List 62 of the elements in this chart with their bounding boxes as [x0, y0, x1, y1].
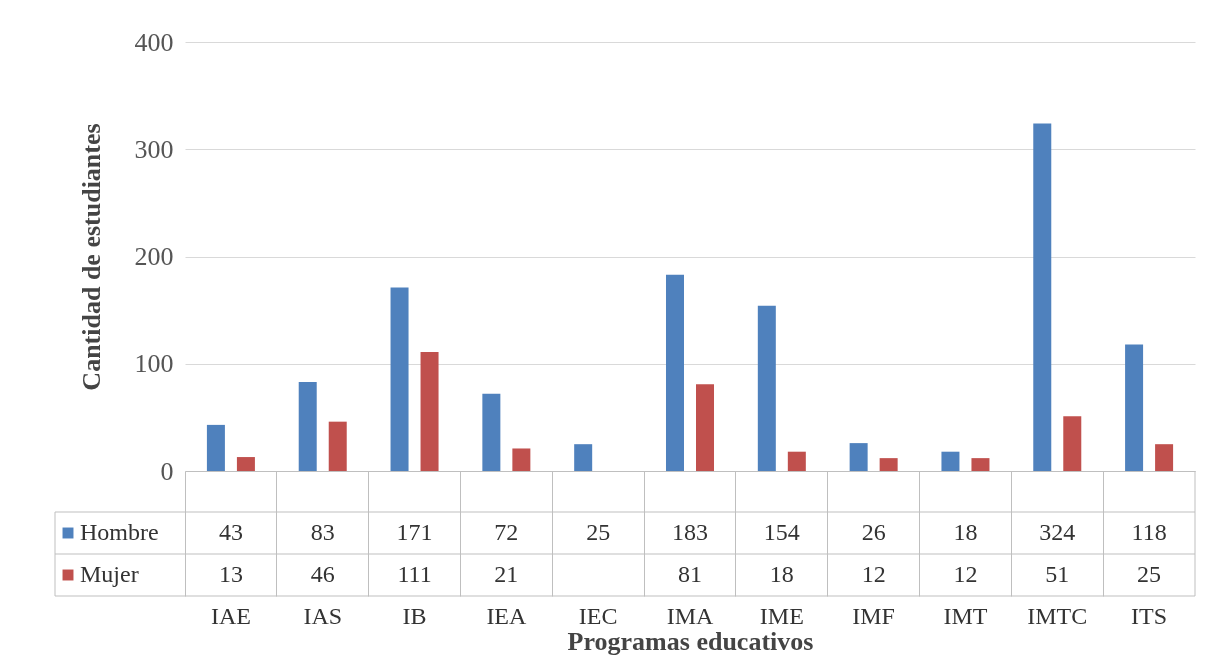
y-tick-label: 0 — [160, 456, 174, 486]
x-tick-label: ITS — [1131, 602, 1168, 629]
legend-label: Mujer — [80, 561, 139, 587]
bar — [787, 451, 806, 471]
bar — [298, 381, 317, 471]
data-label: 13 — [218, 561, 243, 587]
data-label: 171 — [396, 519, 433, 545]
x-tick-label: IMTC — [1027, 602, 1088, 629]
bar — [757, 305, 776, 471]
bar — [1033, 123, 1052, 471]
x-tick-label: IAE — [210, 602, 251, 629]
bar — [941, 451, 960, 471]
y-tick-label: 100 — [134, 349, 174, 379]
data-label: 25 — [1137, 561, 1162, 587]
bar — [971, 458, 990, 471]
data-label: 18 — [953, 519, 978, 545]
bar — [206, 424, 225, 471]
bar — [696, 384, 714, 471]
bar — [236, 457, 255, 471]
y-axis-title: Cantidad de estudiantes — [76, 123, 106, 391]
x-tick-label: IME — [759, 602, 804, 629]
data-label: 183 — [672, 519, 708, 545]
data-label: 25 — [586, 519, 611, 545]
y-tick-label: 300 — [134, 134, 174, 164]
bar — [849, 443, 868, 471]
data-label: 118 — [1131, 519, 1167, 545]
data-label: 81 — [678, 561, 702, 587]
data-label: 21 — [494, 561, 519, 587]
bar — [328, 421, 347, 471]
bar — [574, 444, 593, 471]
bar — [1125, 344, 1144, 471]
x-tick-label: IAS — [303, 602, 343, 629]
data-label: 111 — [397, 561, 432, 587]
data-label: 154 — [763, 519, 800, 545]
data-label: 51 — [1045, 561, 1070, 587]
x-tick-label: IEA — [486, 602, 528, 629]
legend-label: Hombre — [80, 519, 159, 545]
bar — [879, 458, 898, 471]
x-tick-label: IMF — [852, 602, 895, 629]
data-label: 83 — [310, 519, 335, 545]
data-label: 18 — [769, 561, 794, 587]
bar — [420, 351, 439, 471]
data-label: 26 — [861, 519, 886, 545]
data-label: 12 — [861, 561, 886, 587]
bar — [666, 274, 684, 471]
y-tick-label: 400 — [134, 27, 174, 57]
x-tick-label: IMT — [943, 602, 988, 629]
data-label: 46 — [310, 561, 335, 587]
x-tick-label: IB — [402, 602, 427, 629]
data-label: 72 — [494, 519, 519, 545]
bar — [390, 287, 409, 471]
x-tick-label: IMA — [666, 602, 714, 629]
x-tick-label: IEC — [578, 602, 618, 629]
bar — [482, 393, 501, 471]
data-label: 12 — [953, 561, 978, 587]
bar — [1063, 416, 1082, 471]
x-axis-title: Programas educativos — [567, 626, 814, 656]
data-label: 324 — [1039, 519, 1076, 545]
data-label: 43 — [218, 519, 243, 545]
bar — [1155, 444, 1174, 471]
y-tick-label: 200 — [134, 242, 174, 271]
bar — [512, 448, 531, 471]
